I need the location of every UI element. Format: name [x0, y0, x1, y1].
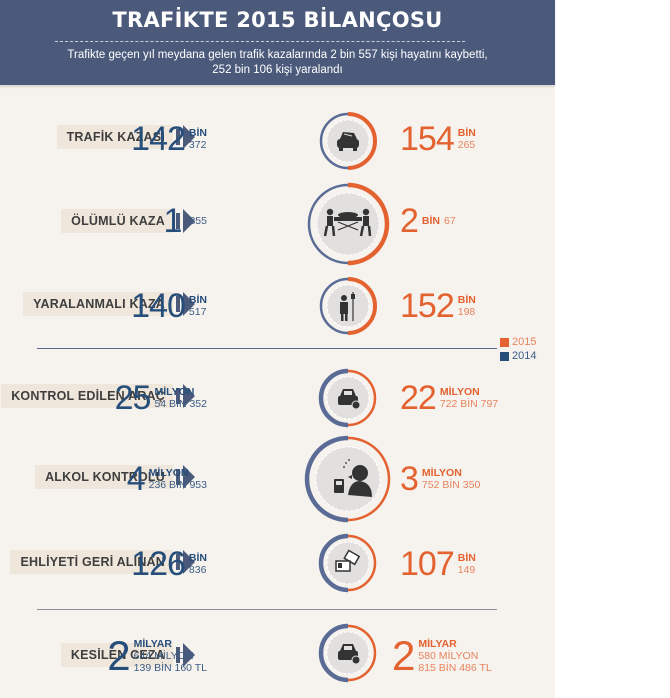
value-2014: 126 BİN 836 — [131, 545, 207, 583]
legend-item-2015: 2015 — [500, 335, 536, 349]
injured-person-iv-icon — [318, 276, 378, 336]
dotted-divider — [55, 41, 465, 42]
legend: 2015 2014 — [500, 335, 536, 363]
arrow-icon — [176, 125, 196, 149]
value-2015: 2 MİLYAR 580 MİLYON 815 BİN 486 TL — [392, 632, 492, 679]
arrow-icon — [176, 643, 196, 667]
value-2015: 2 BİN 67 — [400, 202, 456, 240]
row-kesilen-ceza: KESİLEN CEZA 2 MİLYAR 644 MİLYON 139 BİN 1… — [0, 615, 555, 695]
row-kontrol-edilen-arac: KONTROL EDİLEN ARAÇ 25 MİLYON 54 BİN 352 … — [0, 360, 555, 440]
value-2014: 142 BİN 372 — [131, 120, 207, 158]
section-divider — [37, 348, 497, 349]
inspected-car-icon — [318, 368, 378, 428]
header: TRAFİKTE 2015 BİLANÇOSU Trafikte geçen y… — [0, 0, 555, 85]
value-2014: 4 MİLYON 236 BİN 953 — [126, 460, 207, 498]
row-alkol-kontrolu: ALKOL KONTROLÜ 4 MİLYON 236 BİN 953 3 MİL… — [0, 435, 555, 523]
row-ehliyeti-geri-alinan: EHLİYETİ GERİ ALINAN 126 BİN 836 107 BİN 1… — [0, 530, 555, 610]
license-cards-icon — [318, 533, 378, 593]
section-divider — [37, 609, 497, 610]
arrow-icon — [176, 465, 196, 489]
row-label: TRAFİK KAZASI — [56, 125, 173, 149]
infographic-panel: TRAFİKTE 2015 BİLANÇOSU Trafikte geçen y… — [0, 0, 555, 698]
arrow-icon — [176, 384, 196, 408]
value-2014: 2 MİLYAR 644 MİLYON 139 BİN 160 TL — [107, 632, 207, 679]
value-2015: 107 BİN 149 — [400, 545, 476, 583]
page-title: TRAFİKTE 2015 BİLANÇOSU — [112, 8, 443, 32]
subtitle: Trafikte geçen yıl meydana gelen trafik … — [67, 49, 488, 76]
row-olumlu-kaza: ÖLÜMLÜ KAZA 1 855 2 BİN 67 — [0, 180, 555, 266]
crashed-car-icon — [318, 111, 378, 171]
value-2015: 152 BİN 198 — [400, 287, 476, 325]
arrow-icon — [176, 292, 196, 316]
row-label: YARALANMALI KAZA — [23, 292, 173, 316]
value-2015: 154 BİN 265 — [400, 120, 476, 158]
arrow-icon — [176, 550, 196, 574]
row-label: EHLİYETİ GERİ ALINAN — [10, 550, 173, 574]
row-label: ALKOL KONTROLÜ — [35, 465, 173, 489]
legend-item-2014: 2014 — [500, 349, 536, 363]
value-2014: 140 BİN 517 — [131, 287, 207, 325]
row-label: KESİLEN CEZA — [60, 643, 173, 667]
fined-car-icon — [318, 623, 378, 683]
row-label: KONTROL EDİLEN ARAÇ — [1, 384, 173, 408]
row-label: ÖLÜMLÜ KAZA — [61, 209, 173, 233]
arrow-icon — [176, 209, 196, 233]
stretcher-icon — [306, 182, 390, 266]
row-yaralanmali-kaza: YARALANMALI KAZA 140 BİN 517 152 BİN 198 — [0, 270, 555, 350]
row-trafik-kazasi: TRAFİK KAZASI 142 BİN 372 154 BİN 265 — [0, 100, 555, 180]
value-2014: 25 MİLYON 54 BİN 352 — [114, 379, 207, 417]
breathalyzer-icon — [304, 435, 392, 523]
value-2015: 22 MİLYON 722 BİN 797 — [400, 379, 499, 417]
value-2014: 1 855 — [163, 202, 207, 240]
value-2015: 3 MİLYON 752 BİN 350 — [400, 460, 481, 498]
